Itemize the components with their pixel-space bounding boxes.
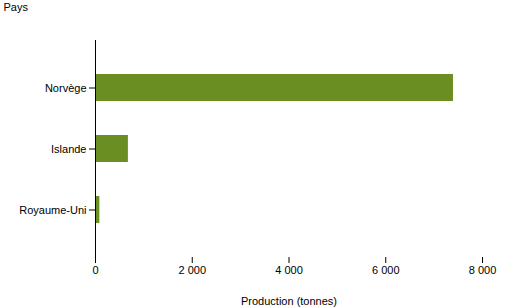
- svg-text:Royaume-Uni: Royaume-Uni: [19, 204, 86, 216]
- svg-text:Norvège: Norvège: [45, 82, 87, 94]
- svg-text:Pays: Pays: [4, 1, 29, 13]
- svg-text:0: 0: [92, 264, 98, 276]
- svg-text:8 000: 8 000: [469, 264, 497, 276]
- svg-text:2 000: 2 000: [178, 264, 206, 276]
- svg-text:6 000: 6 000: [372, 264, 400, 276]
- svg-text:4 000: 4 000: [275, 264, 303, 276]
- svg-text:Islande: Islande: [51, 143, 86, 155]
- svg-text:Production (tonnes): Production (tonnes): [241, 295, 337, 307]
